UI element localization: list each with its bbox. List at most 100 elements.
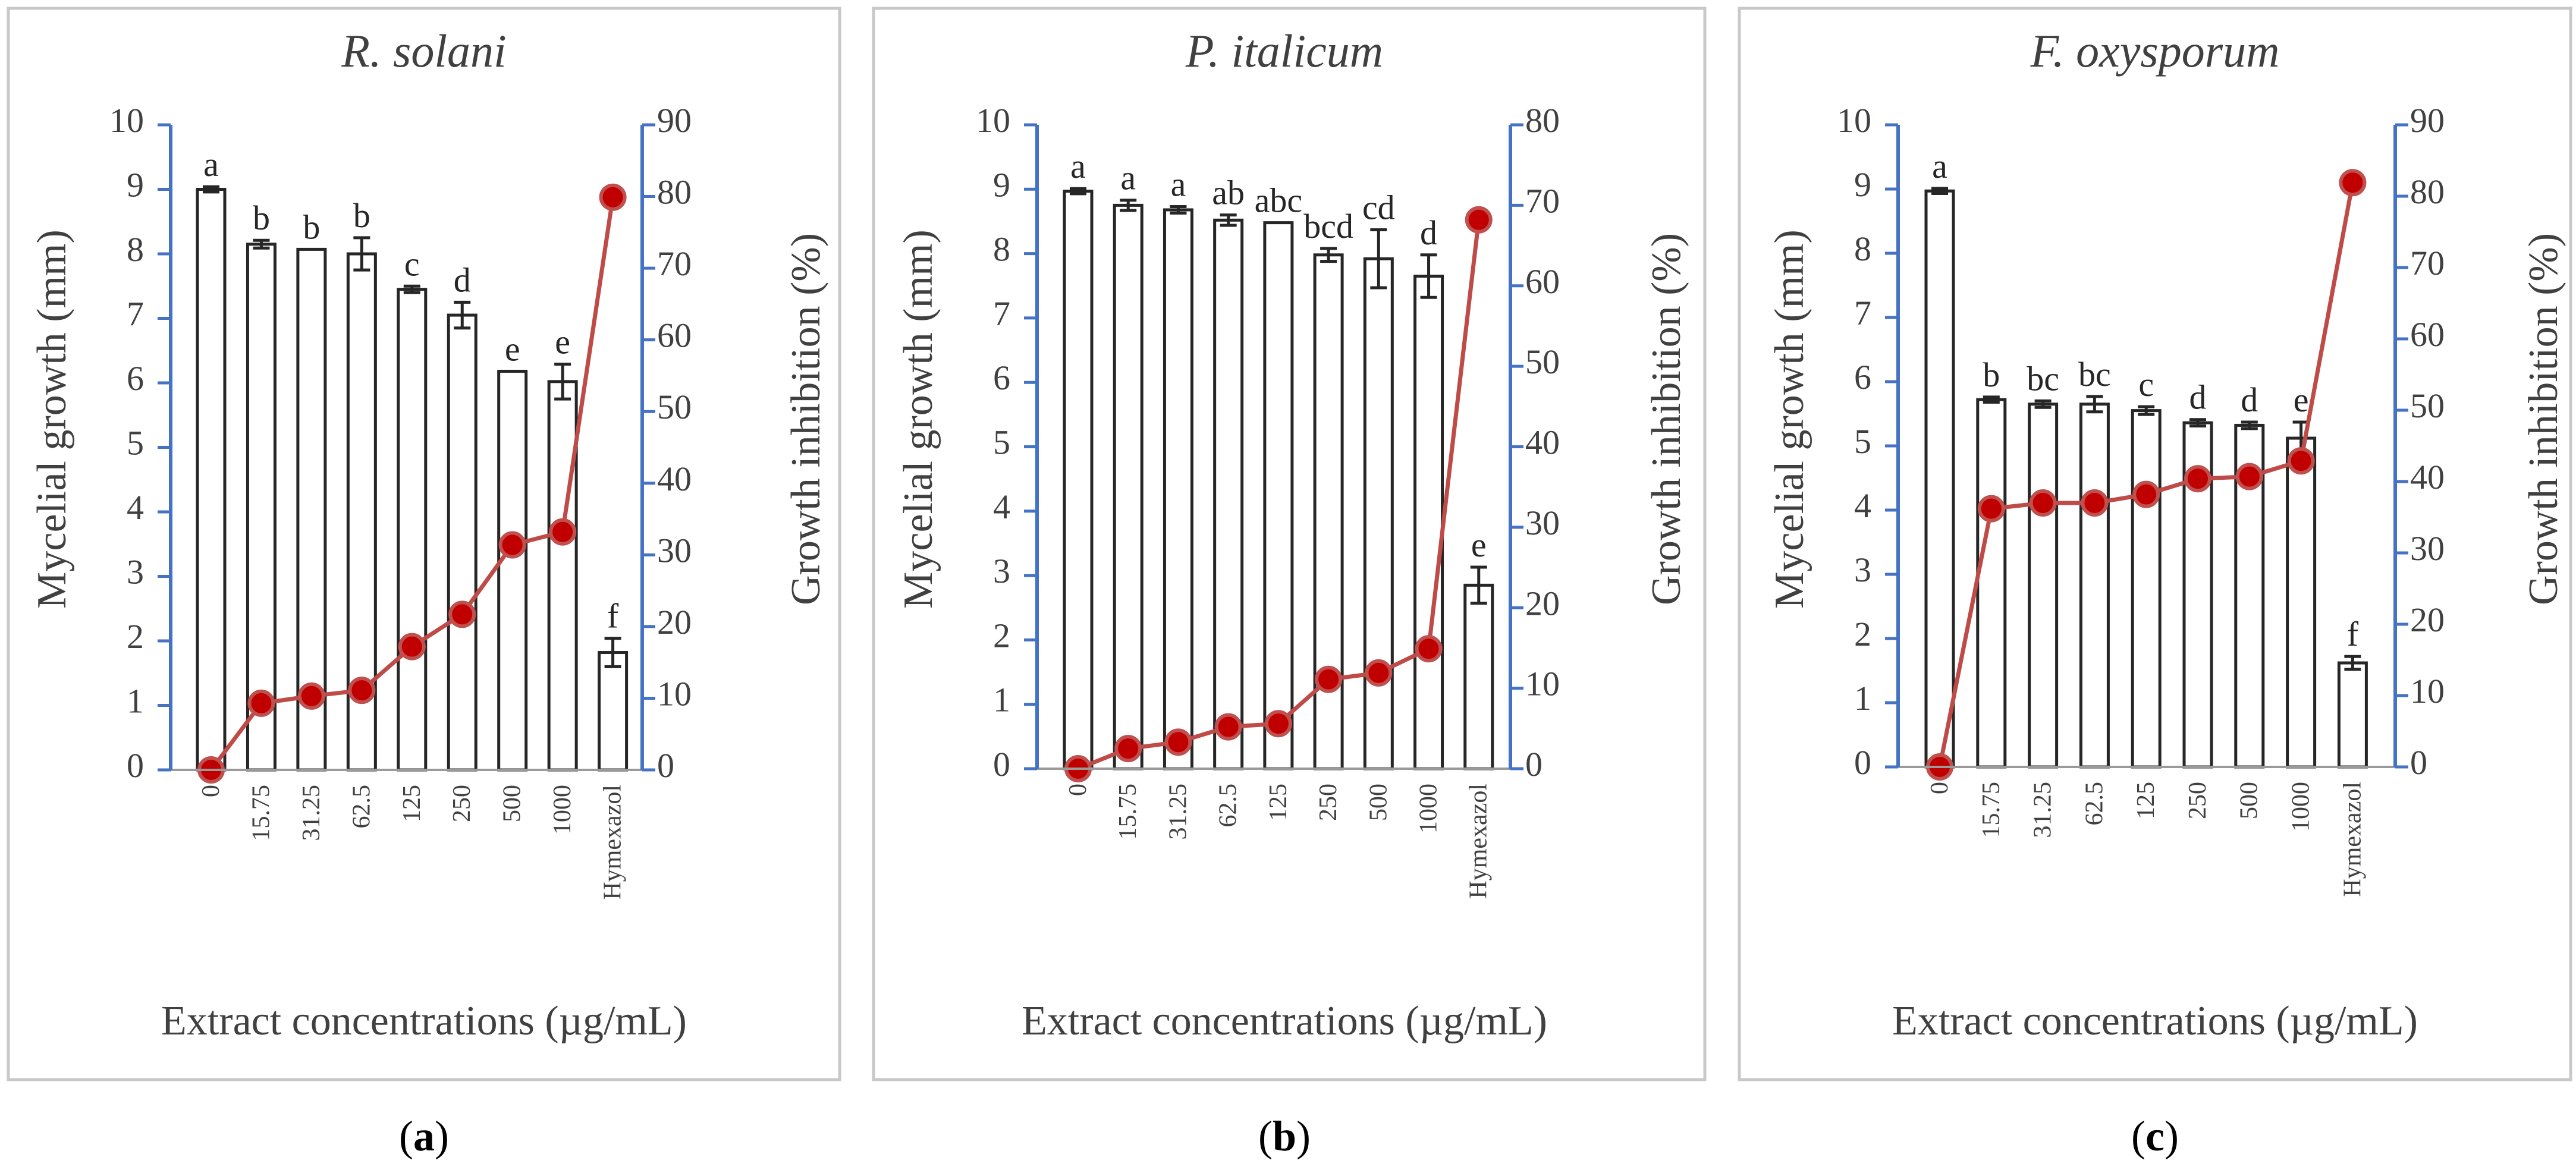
error-bar	[1170, 205, 1187, 215]
panel-c-left-tick-label: 9	[1854, 165, 1871, 204]
panel-a-category-label: 125	[398, 785, 426, 822]
panel-c-right-tick-label: 40	[2410, 458, 2445, 496]
significance-letter: ab	[1212, 174, 1245, 212]
panel-c-left-tick-label: 0	[1854, 743, 1871, 782]
error-bar	[604, 637, 621, 668]
panel-c-category-label: 125	[2132, 782, 2160, 819]
panel-c-right-ticks: 0 10 20 30 40 50 60 70 80 90	[2410, 101, 2445, 782]
panel-a-title: R. solani	[341, 25, 506, 77]
panel-b-category-label: 15.75	[1114, 784, 1142, 840]
significance-letter: b	[303, 207, 320, 246]
inhibition-point	[2339, 169, 2367, 197]
panel-a-right-ticks: 0 10 20 30 40 50 60 70 80 90	[657, 101, 692, 785]
panel-c-right-tick-label: 30	[2410, 529, 2445, 568]
significance-letter: b	[1983, 356, 2000, 394]
panel-b-axes	[1024, 123, 1523, 770]
bar	[2028, 402, 2059, 769]
panel-b-title: P. italicum	[1185, 25, 1383, 77]
error-bar	[454, 300, 471, 330]
error-bar	[554, 363, 571, 401]
panel-a-right-tick-label: 40	[657, 460, 692, 498]
error-bar	[1120, 199, 1137, 212]
panel-a-right-tick-label: 10	[657, 674, 692, 713]
panel-b-right-tick-label: 30	[1525, 504, 1560, 542]
panel-a-significance-letters: ab b bc de ef	[203, 145, 619, 636]
error-bar	[1070, 187, 1086, 196]
panel-c-right-tick-label: 90	[2410, 101, 2445, 140]
panel-b-y-left-label: Mycelial growth (mm)	[896, 229, 941, 609]
panel-b-left-tick-label: 3	[993, 552, 1010, 590]
panel-c-plot: ab bc bc c d d ef	[1885, 123, 2408, 781]
significance-letter: d	[2241, 380, 2258, 419]
panel-b-left-ticks: 0 1 2 3 4 5 6 7 8 9 10	[976, 101, 1010, 784]
panel-b-right-tick-label: 60	[1525, 262, 1560, 301]
inhibition-point	[1315, 665, 1343, 693]
error-bar	[253, 238, 270, 250]
significance-letter: b	[253, 199, 270, 237]
inhibition-point	[1264, 710, 1292, 738]
inhibition-point	[2184, 465, 2211, 493]
panel-c-category-label: 1000	[2288, 782, 2315, 832]
panel-a: R. solani 0 1 2 3 4 5 6 7 8 9 10 0 10 20…	[7, 7, 841, 1081]
panel-c-axes	[1885, 123, 2408, 769]
panel-a-left-tick-label: 3	[127, 553, 144, 592]
inhibition-point	[1114, 735, 1142, 763]
inhibition-point	[2132, 480, 2160, 508]
panel-b-caption: (b)	[1258, 1112, 1311, 1160]
bar	[2131, 409, 2162, 769]
panel-a-left-ticks: 0 1 2 3 4 5 6 7 8 9 10	[109, 101, 144, 785]
error-bar	[403, 284, 420, 294]
panel-c-y-right-label: Growth inhibition (%)	[2521, 233, 2566, 605]
panel-b-left-tick-label: 2	[993, 616, 1010, 655]
panel-c-right-tick-label: 60	[2410, 315, 2445, 354]
panel-b-left-tick-label: 9	[993, 165, 1010, 204]
inhibition-point	[2235, 463, 2263, 490]
bar	[1163, 208, 1193, 770]
panel-a-right-tick-label: 80	[657, 173, 692, 212]
significance-letter: c	[404, 244, 420, 283]
panel-a-category-label: 1000	[549, 785, 576, 835]
panel-b-category-label: 250	[1315, 784, 1342, 821]
bar	[598, 651, 629, 772]
panel-c-category-label: 0	[1926, 782, 1953, 794]
panel-c-category-label: 15.75	[1978, 782, 2005, 838]
panel-a-line-series	[197, 183, 627, 784]
panel-b-right-tick-label: 50	[1525, 342, 1560, 381]
panel-c-y-left-label: Mycelial growth (mm)	[1767, 229, 1812, 609]
panel-c-right-tick-label: 80	[2410, 172, 2445, 211]
inhibition-point	[2029, 489, 2057, 517]
panel-b-y-right-label: Growth inhibition (%)	[1644, 233, 1689, 605]
significance-letter: bc	[2078, 355, 2111, 394]
panel-b-left-tick-label: 5	[993, 423, 1010, 462]
inhibition-point	[398, 633, 426, 661]
panel-a-left-tick-label: 10	[109, 101, 144, 140]
significance-letter: f	[607, 597, 619, 636]
panel-b-left-tick-label: 6	[993, 358, 1010, 397]
inhibition-point	[348, 677, 376, 704]
significance-letter: e	[505, 329, 520, 368]
panel-c-left-tick-label: 1	[1854, 679, 1871, 718]
panel-c-significance-letters: ab bc bc c d d ef	[1932, 147, 2359, 653]
panel-b-category-label: 62.5	[1215, 784, 1242, 828]
inhibition-point	[498, 531, 526, 559]
inhibition-point	[1977, 495, 2005, 523]
panel-c-x-label: Extract concentrations (µg/mL)	[1892, 998, 2418, 1044]
panel-b-right-tick-label: 0	[1525, 745, 1543, 784]
panel-a-category-label: 250	[448, 785, 476, 822]
bar	[1363, 257, 1394, 770]
panel-b-category-label: 31.25	[1164, 784, 1192, 840]
panel-a-caption: (a)	[399, 1112, 449, 1160]
panel-a-right-tick-label: 20	[657, 603, 692, 641]
panel-b-left-tick-label: 0	[993, 745, 1010, 784]
inhibition-point	[2287, 447, 2315, 475]
panel-a-left-tick-label: 1	[127, 682, 144, 721]
panel-c-left-tick-label: 2	[1854, 615, 1871, 653]
panel-b-left-tick-label: 7	[993, 294, 1010, 333]
panel-a-category-label: 62.5	[348, 785, 375, 829]
panel-a-right-tick-label: 70	[657, 244, 692, 283]
inhibition-point	[1465, 206, 1493, 234]
inhibition-point	[1164, 728, 1192, 756]
panel-a-y-right-label: Growth inhibition (%)	[783, 233, 829, 605]
panel-a-x-label: Extract concentrations (µg/mL)	[161, 998, 687, 1044]
